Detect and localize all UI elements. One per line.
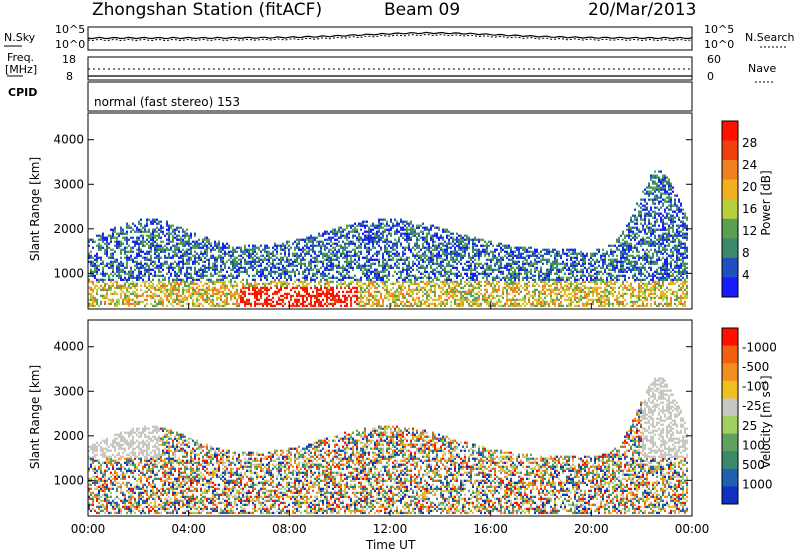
- nave-tick-hi: 60: [707, 53, 721, 66]
- velocity-panel-colorbar-swatch: [722, 468, 738, 487]
- power-panel-ytick-label: 4000: [53, 133, 84, 147]
- velocity-panel-ytick-label: 3000: [53, 384, 84, 398]
- nave-tick-lo: 0: [707, 70, 714, 83]
- freq-tick-lo: 8: [66, 70, 73, 83]
- xtick-label: 20:00: [574, 522, 609, 536]
- nsky-label: N.Sky: [4, 31, 36, 44]
- nave-label: Nave: [748, 62, 777, 75]
- date-label: 20/Mar/2013: [588, 0, 697, 20]
- velocity-panel-colorbar-swatch: [722, 486, 738, 505]
- power-panel-colorbar-tick-label: 4: [742, 268, 750, 282]
- nsky-tick-lo: 10^0: [55, 38, 86, 51]
- power-panel-cells: [88, 170, 688, 308]
- velocity-panel-ytick-label: 1000: [53, 473, 84, 487]
- nsearch-label: N.Search: [745, 31, 795, 44]
- power-panel-colorbar-swatch: [722, 160, 738, 180]
- power-panel-ytick-label: 3000: [53, 177, 84, 191]
- velocity-panel-colorbar-tick-label: -500: [742, 360, 769, 374]
- power-panel-colorbar-swatch: [722, 277, 738, 298]
- power-panel-ytick-label: 1000: [53, 266, 84, 280]
- velocity-panel-colorbar-tick-label: 500: [742, 458, 765, 472]
- power-ylabel: Slant Range [km]: [28, 156, 42, 262]
- velocity-panel-colorbar-tick-label: -25: [742, 399, 762, 413]
- power-panel-colorbar-swatch: [722, 179, 738, 200]
- power-colorbar-label: Power [dB]: [759, 170, 773, 236]
- velocity-panel-colorbar-swatch: [722, 380, 738, 399]
- power-panel-colorbar-tick-label: 24: [742, 158, 757, 172]
- velocity-panel-cells: [88, 377, 688, 515]
- power-panel-colorbar-tick-label: 8: [742, 246, 750, 260]
- time-xlabel: Time UT: [366, 538, 416, 552]
- freq-label: Freq.: [7, 51, 35, 64]
- power-panel-colorbar-frame: [721, 120, 739, 298]
- nsky-tick-hi: 10^5: [55, 23, 86, 36]
- power-panel-colorbar-swatch: [722, 121, 738, 141]
- power-panel-colorbar-swatch: [722, 140, 738, 161]
- velocity-panel-colorbar-tick-label: 25: [742, 419, 757, 433]
- velocity-panel-colorbar-swatch: [722, 398, 738, 417]
- velocity-panel-colorbar-swatch: [722, 328, 738, 346]
- power-panel-colorbar-tick-label: 12: [742, 224, 757, 238]
- power-panel-colorbar-tick-label: 16: [742, 202, 757, 216]
- power-panel-colorbar-swatch: [722, 199, 738, 220]
- cpid-label: CPID: [8, 86, 38, 99]
- velocity-panel-colorbar-frame: [721, 327, 739, 505]
- velocity-panel-colorbar-swatch: [722, 433, 738, 452]
- nsky-series: [87, 31, 693, 40]
- velocity-ylabel: Slant Range [km]: [28, 364, 42, 470]
- velocity-panel-colorbar-swatch: [722, 345, 738, 364]
- velocity-colorbar-label: Velocity [m s⁻¹]: [759, 375, 773, 469]
- nsearch-tick-lo: 10^0: [704, 38, 735, 51]
- nsearch-series: [87, 33, 693, 42]
- velocity-panel-colorbar-tick-label: 1000: [742, 477, 773, 491]
- xtick-label: 00:00: [71, 522, 106, 536]
- velocity-panel-colorbar-swatch: [722, 416, 738, 434]
- power-panel-colorbar-tick-label: 28: [742, 136, 757, 150]
- xtick-label: 00:00: [675, 522, 710, 536]
- power-panel-colorbar-tick-label: 20: [742, 180, 757, 194]
- power-panel-colorbar-swatch: [722, 257, 738, 278]
- velocity-panel-ytick-label: 2000: [53, 429, 84, 443]
- velocity-panel-colorbar-swatch: [722, 451, 738, 470]
- xtick-label: 16:00: [473, 522, 508, 536]
- nsearch-tick-hi: 10^5: [704, 23, 735, 36]
- velocity-panel-colorbar-swatch: [722, 363, 738, 382]
- xtick-label: 12:00: [373, 522, 408, 536]
- xtick-label: 04:00: [171, 522, 206, 536]
- cpid-value: normal (fast stereo) 153: [94, 95, 241, 109]
- velocity-panel-colorbar-tick-label: -1000: [742, 341, 777, 355]
- velocity-panel-colorbar-tick-label: -100: [742, 380, 769, 394]
- power-panel-colorbar-swatch: [722, 218, 738, 239]
- power-panel-colorbar-swatch: [722, 238, 738, 259]
- velocity-panel-ytick-label: 4000: [53, 340, 84, 354]
- velocity-panel-colorbar-tick-label: 100: [742, 438, 765, 452]
- cpid-panel: [87, 81, 693, 112]
- freq-tick-hi: 18: [62, 53, 76, 66]
- xtick-label: 08:00: [272, 522, 307, 536]
- power-panel-ytick-label: 2000: [53, 222, 84, 236]
- freq-unit-label: [MHz]: [5, 63, 38, 76]
- station-title: Zhongshan Station (fitACF): [92, 0, 323, 20]
- beam-label: Beam 09: [384, 0, 461, 20]
